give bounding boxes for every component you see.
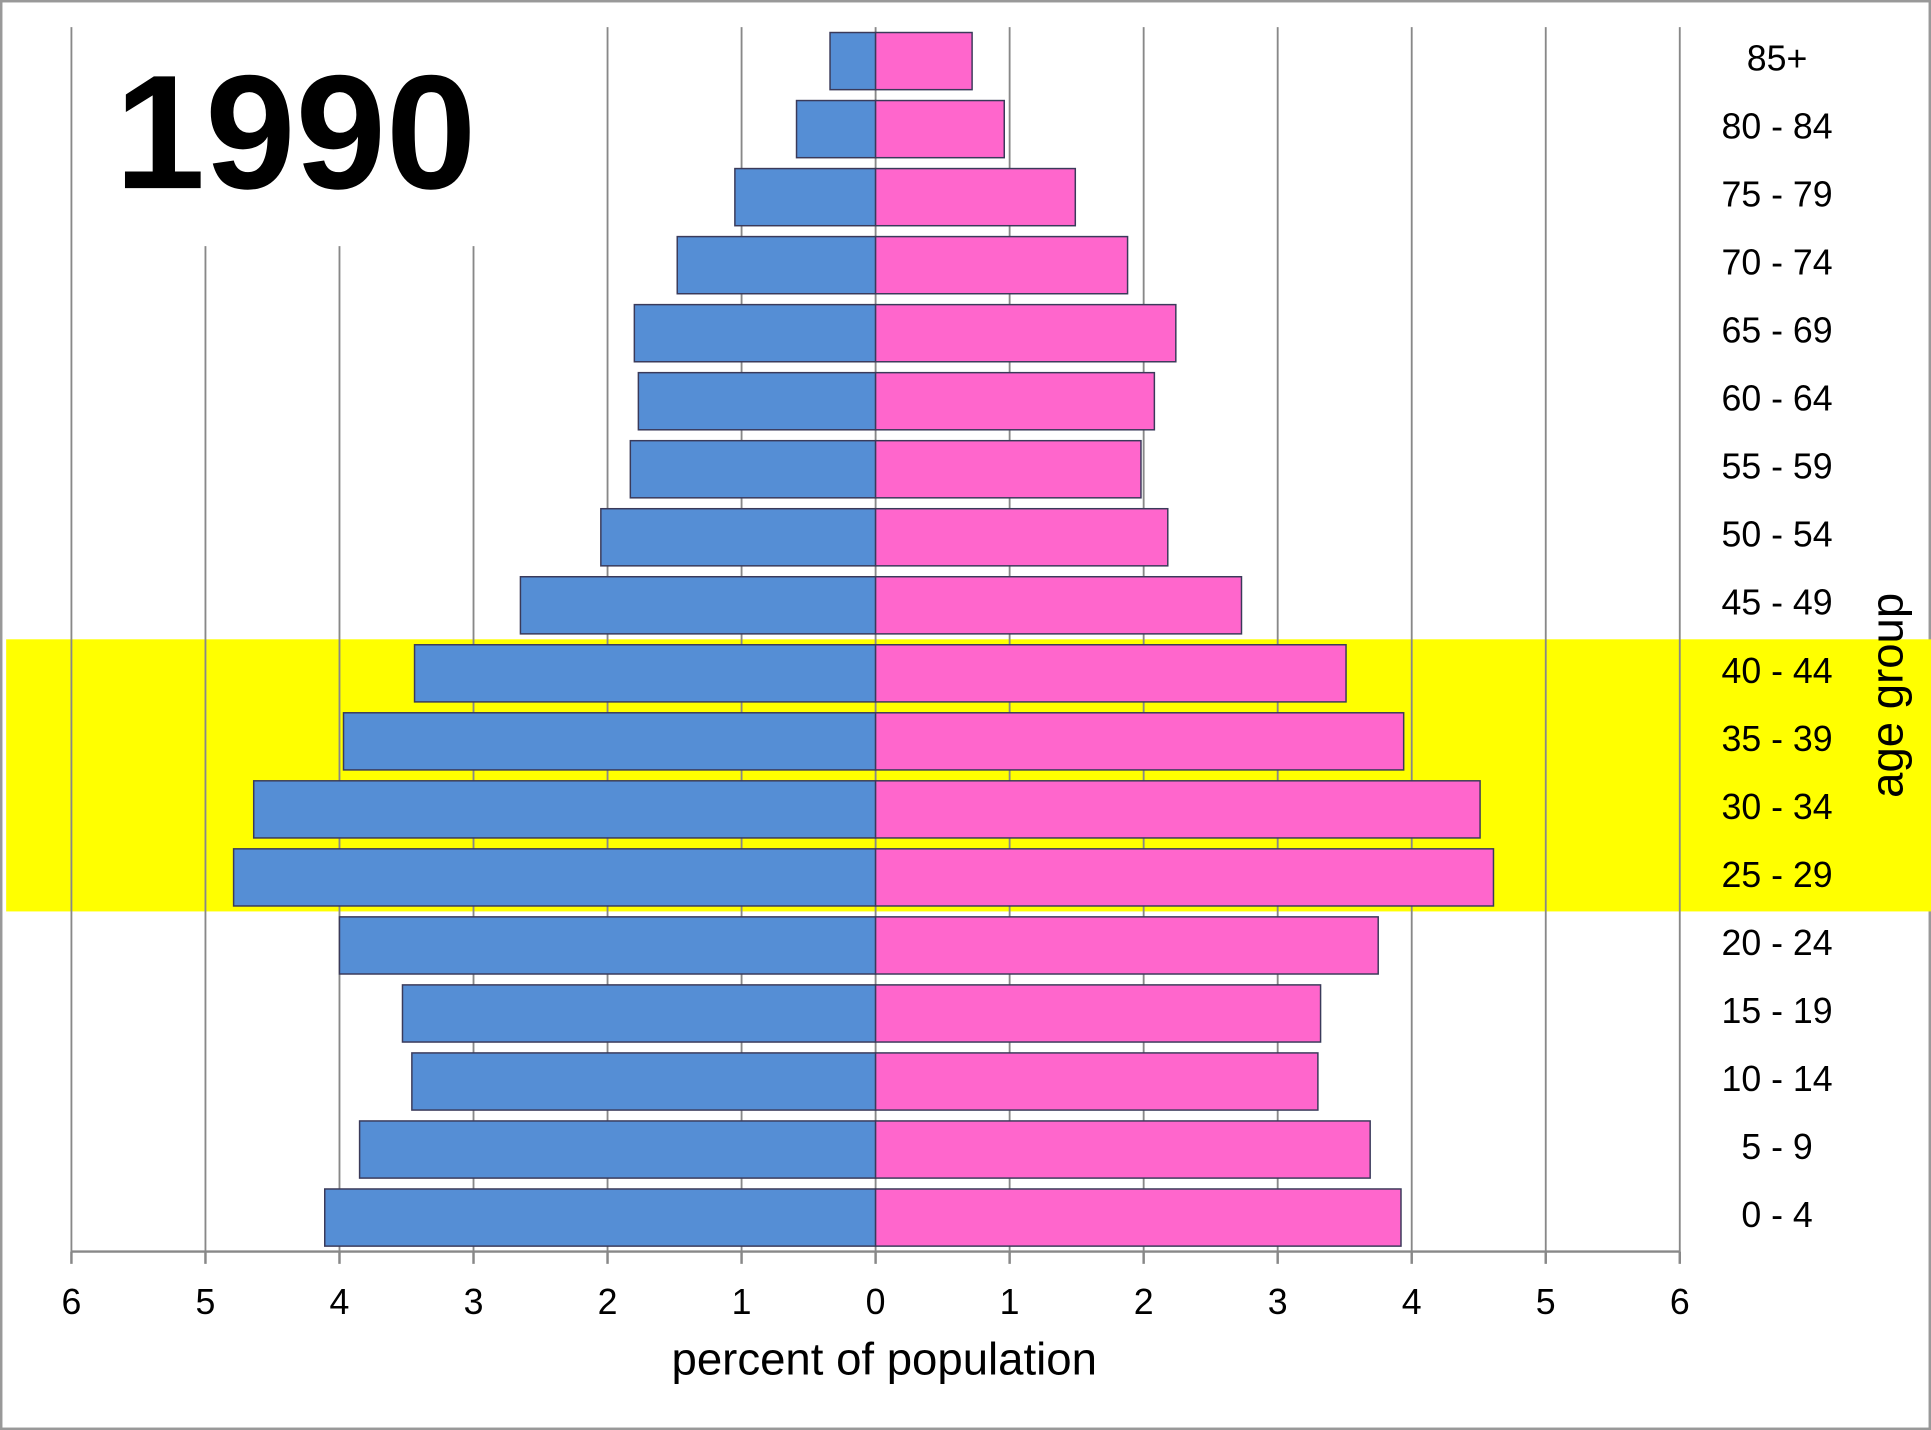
bar (324, 1188, 877, 1247)
bar (401, 984, 877, 1043)
bar (676, 235, 877, 295)
bar (874, 848, 1495, 907)
bar (874, 1188, 1402, 1247)
bar (874, 644, 1347, 703)
y-tick-label: 20 - 24 (1721, 923, 1832, 963)
grid-layer: 6 5 4 3 2 1 0 1 2 3 4 5 6 (61, 27, 1690, 1322)
bar (874, 575, 1243, 635)
bar (874, 780, 1481, 839)
y-tick-label: 10 - 14 (1721, 1059, 1832, 1099)
bar (795, 99, 877, 159)
y-tick-label: 5 - 9 (1741, 1127, 1812, 1167)
y-tick-label: 25 - 29 (1721, 855, 1832, 895)
x-tick-label: 3 (464, 1282, 484, 1322)
y-tick-label: 30 - 34 (1721, 787, 1832, 827)
bar (874, 1052, 1319, 1111)
x-tick-label: 1 (732, 1282, 752, 1322)
bar (874, 303, 1177, 363)
x-tick-label: 4 (1402, 1282, 1422, 1322)
bars-layer: 0 - 4 5 - 9 10 - 14 15 - 19 20 - 24 25 - 29 30… (232, 31, 1833, 1247)
y-tick-label: 65 - 69 (1721, 311, 1832, 351)
bar (874, 916, 1379, 975)
y-tick-label: 60 - 64 (1721, 379, 1832, 419)
bar (829, 31, 877, 91)
x-tick-label: 4 (330, 1282, 350, 1322)
y-tick-label: 85+ (1747, 39, 1808, 79)
bar (874, 1120, 1371, 1179)
bar (874, 99, 1006, 159)
y-tick-label: 40 - 44 (1721, 651, 1832, 691)
y-tick-label: 70 - 74 (1721, 243, 1832, 283)
bar (342, 712, 877, 771)
y-tick-label: 15 - 19 (1721, 991, 1832, 1031)
y-tick-label: 55 - 59 (1721, 447, 1832, 487)
bar (358, 1120, 877, 1179)
chart-title: 1990 (115, 42, 477, 223)
bar (600, 507, 877, 567)
y-tick-label: 80 - 84 (1721, 107, 1832, 147)
bar (734, 167, 877, 227)
bar (874, 712, 1405, 771)
bar (874, 984, 1322, 1043)
bar (874, 371, 1156, 431)
x-axis-label: percent of population (672, 1333, 1097, 1384)
bar (874, 167, 1077, 227)
bar (232, 848, 877, 907)
bar (413, 644, 877, 703)
bar (519, 575, 877, 635)
y-axis-label: age group (1861, 593, 1912, 798)
title-backdrop (78, 3, 601, 247)
y-tick-label: 35 - 39 (1721, 719, 1832, 759)
y-tick-label: 50 - 54 (1721, 515, 1832, 555)
y-tick-label: 75 - 79 (1721, 175, 1832, 215)
x-tick-label: 2 (598, 1282, 618, 1322)
bar (874, 507, 1169, 567)
x-tick-label: 5 (1536, 1282, 1556, 1322)
x-tick-label: 5 (196, 1282, 216, 1322)
bar (338, 916, 877, 975)
y-tick-label: 45 - 49 (1721, 583, 1832, 623)
x-tick-label: 6 (61, 1282, 81, 1322)
bar (637, 371, 877, 431)
x-tick-label: 1 (1000, 1282, 1020, 1322)
x-tick-label: 2 (1134, 1282, 1154, 1322)
bar (874, 235, 1129, 295)
bar (874, 31, 973, 91)
bar (411, 1052, 877, 1111)
y-tick-label: 0 - 4 (1741, 1195, 1812, 1235)
bar (633, 303, 877, 363)
x-tick-label: 6 (1670, 1282, 1690, 1322)
bar (629, 439, 877, 499)
x-tick-label: 0 (866, 1282, 886, 1322)
bar (252, 780, 877, 839)
bar (874, 439, 1142, 499)
x-tick-label: 3 (1268, 1282, 1288, 1322)
